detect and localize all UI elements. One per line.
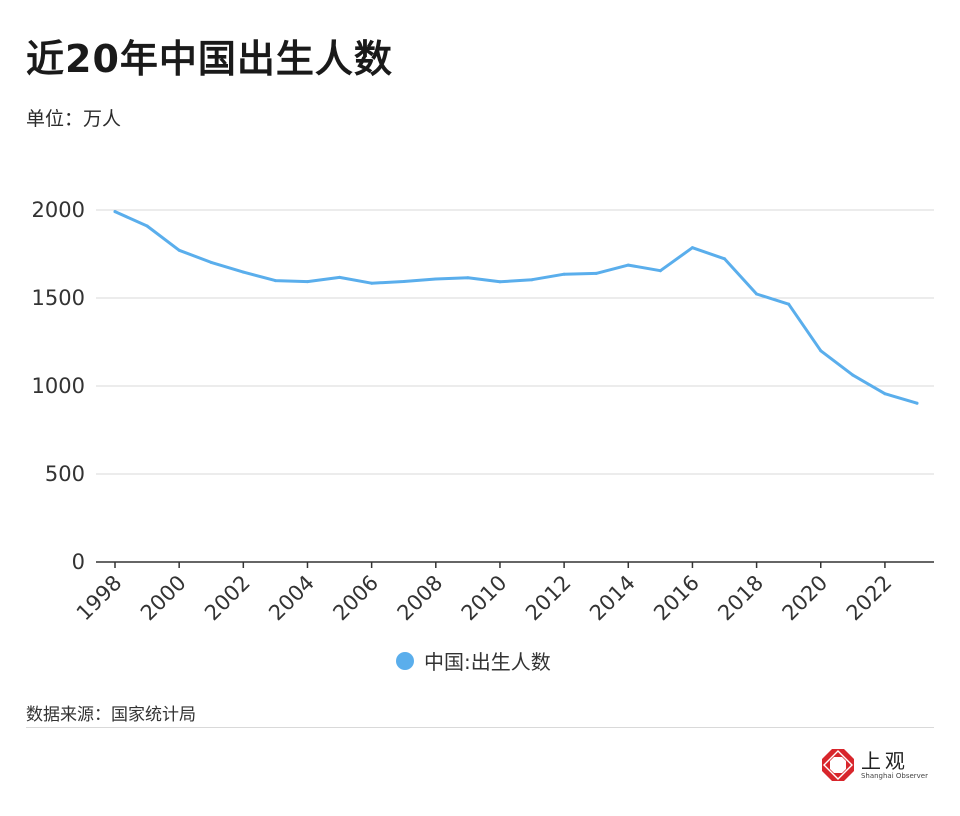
brand-name: 上观 — [860, 748, 909, 773]
x-axis-tick-labels: 1998 2000 2002 2004 2006 2008 2010 2012 2014 2016… — [72, 571, 897, 626]
x-tick-label: 2016 — [649, 571, 704, 626]
series-line — [113, 210, 919, 405]
chart-title: 近20年中国出生人数 — [26, 37, 393, 81]
data-point — [466, 276, 470, 280]
brand-mark-icon — [821, 749, 854, 781]
x-tick-label: 2014 — [585, 571, 640, 626]
data-point — [177, 248, 181, 252]
data-point — [530, 278, 534, 282]
data-point — [883, 392, 887, 396]
data-point — [562, 272, 566, 276]
data-point — [723, 257, 727, 261]
y-tick-label: 1500 — [32, 286, 85, 310]
y-tick-label: 2000 — [32, 198, 85, 222]
data-point — [370, 281, 374, 285]
data-point — [915, 401, 919, 405]
data-point — [498, 280, 502, 284]
data-point — [819, 349, 823, 353]
data-point — [755, 292, 759, 296]
x-tick-label: 2020 — [778, 571, 833, 626]
data-point — [338, 275, 342, 279]
data-point — [851, 373, 855, 377]
data-point — [305, 280, 309, 284]
data-point — [241, 270, 245, 274]
x-tick-label: 2018 — [713, 571, 768, 626]
data-point — [626, 263, 630, 267]
x-tick-label: 2010 — [457, 571, 512, 626]
x-tick-label: 2000 — [136, 571, 191, 626]
footer-divider — [26, 727, 934, 728]
y-tick-label: 0 — [72, 550, 85, 574]
y-axis-tick-labels: 0 500 1000 1500 2000 — [32, 198, 85, 574]
data-point — [113, 210, 117, 214]
unit-label: 单位：万人 — [26, 108, 122, 130]
series-layer — [113, 210, 919, 405]
x-tick-label: 2002 — [200, 571, 255, 626]
x-tick-label: 2004 — [264, 571, 319, 626]
data-point — [658, 269, 662, 273]
y-tick-label: 500 — [45, 462, 85, 486]
brand-english: Shanghai Observer — [860, 771, 928, 780]
data-point — [209, 260, 213, 264]
brand-logo: 上观 Shanghai Observer — [821, 748, 928, 782]
legend-label: 中国:出生人数 — [424, 650, 551, 674]
data-source: 数据来源：国家统计局 — [26, 705, 196, 725]
gridlines — [96, 209, 934, 475]
x-tick-label: 2008 — [393, 571, 448, 626]
y-tick-label: 1000 — [32, 374, 85, 398]
legend: 中国:出生人数 — [396, 646, 551, 675]
x-axis — [96, 561, 934, 568]
data-point — [273, 279, 277, 283]
data-point — [145, 224, 149, 228]
x-tick-label: 2022 — [842, 571, 897, 626]
data-point — [787, 302, 791, 306]
data-point — [402, 279, 406, 283]
data-point — [594, 271, 598, 275]
data-point — [690, 246, 694, 250]
x-tick-label: 1998 — [72, 571, 127, 626]
x-tick-label: 2012 — [521, 571, 576, 626]
data-point — [434, 277, 438, 281]
x-tick-label: 2006 — [328, 571, 383, 626]
legend-swatch — [396, 651, 414, 670]
